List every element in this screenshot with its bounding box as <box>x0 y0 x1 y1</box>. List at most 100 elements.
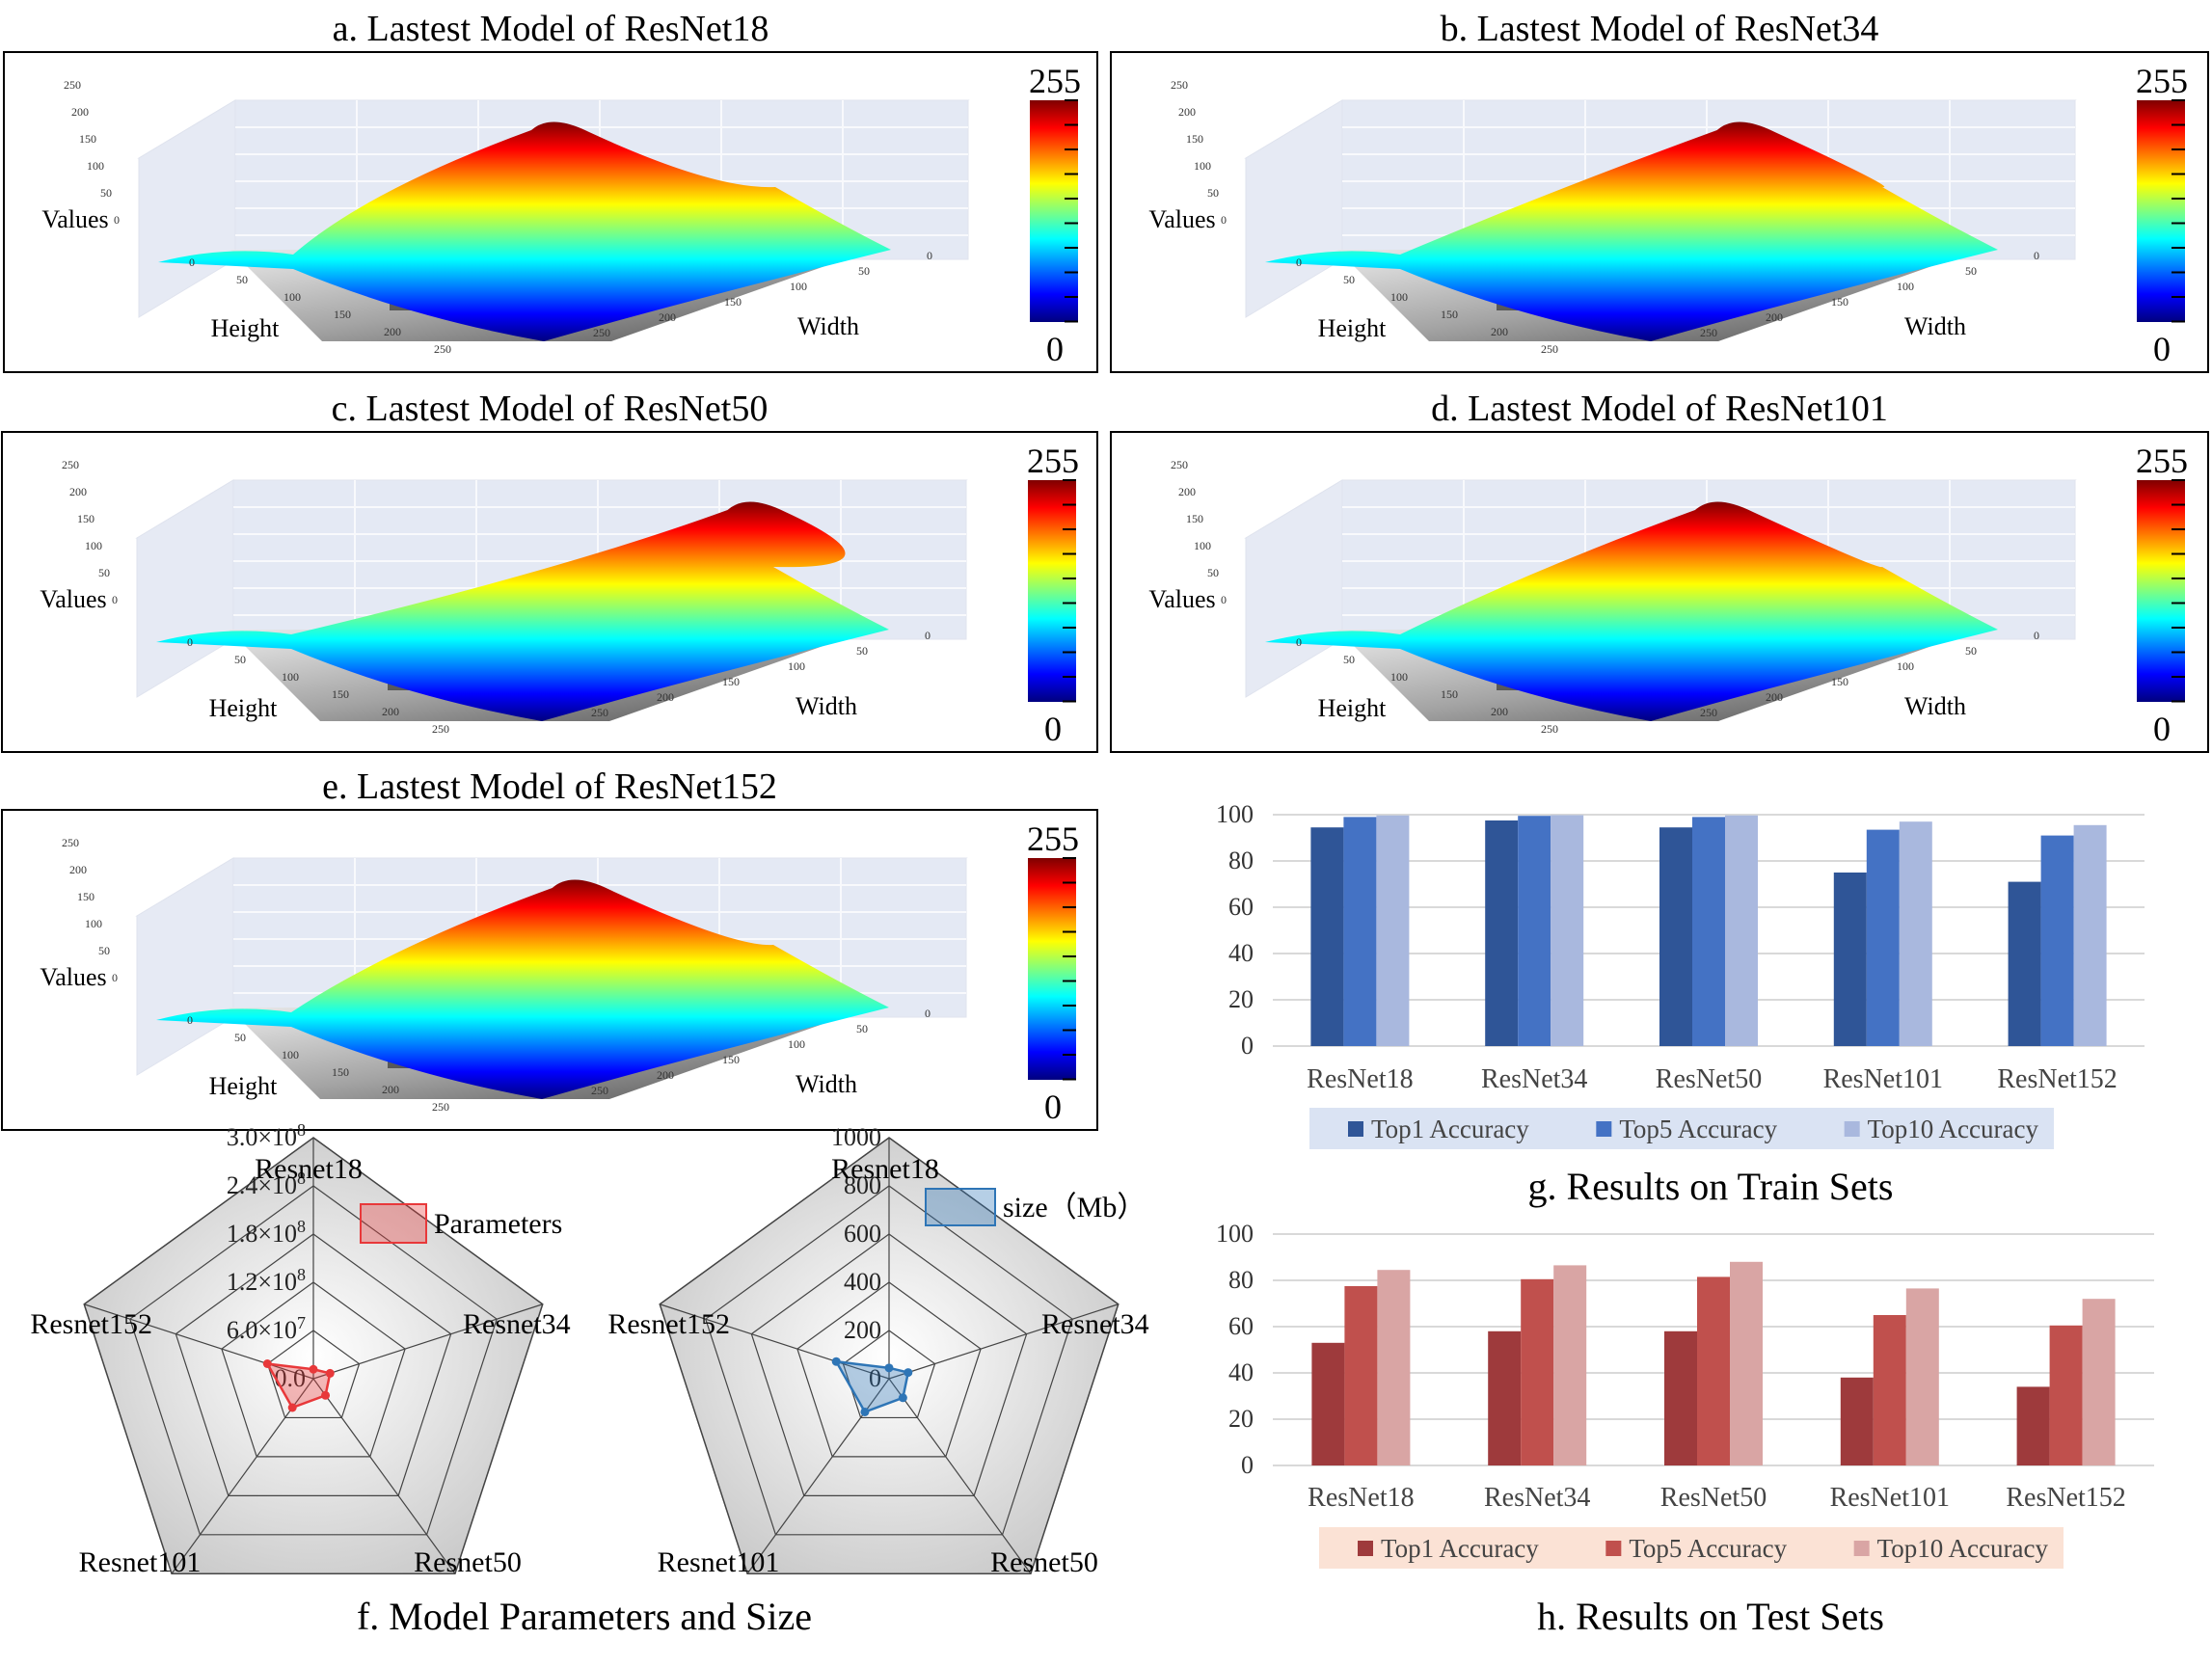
radar-gridline <box>842 1330 936 1419</box>
surface-panel-2: 0501001502002500501001502002500501001502… <box>1110 51 2209 373</box>
width-tick: 0 <box>927 249 932 262</box>
radar-point <box>831 1357 841 1366</box>
y-tick-label: 100 <box>1216 1220 1254 1248</box>
x-tick-label: ResNet101 <box>1830 1483 1950 1513</box>
bar <box>1725 815 1758 1046</box>
radar-axis-label: Resnet50 <box>990 1546 1098 1578</box>
radar-gridline <box>796 1281 982 1458</box>
radar-point <box>325 1368 335 1378</box>
height-tick: 50 <box>1343 273 1355 286</box>
radar-point <box>262 1358 272 1368</box>
width-tick: 200 <box>657 690 674 704</box>
panel-title: b. Lastest Model of ResNet34 <box>1441 9 1879 49</box>
values-tick: 0 <box>112 593 118 606</box>
width-axis-label: Width <box>797 312 859 340</box>
colorbar-max-label: 255 <box>2136 442 2188 480</box>
bar <box>1730 1261 1763 1465</box>
bar <box>1659 827 1692 1046</box>
radar-axis-label: Resnet34 <box>463 1308 571 1340</box>
surface-mesh <box>158 121 891 341</box>
height-tick: 0 <box>1296 255 1302 269</box>
radar-tick-label: 1.8×108 <box>227 1217 306 1248</box>
radar-point <box>904 1368 913 1378</box>
x-tick-label: ResNet50 <box>1656 1064 1762 1094</box>
values-axis-label: Values <box>40 585 106 613</box>
x-tick-label: ResNet152 <box>1997 1064 2117 1094</box>
values-tick: 100 <box>87 159 104 173</box>
width-tick: 250 <box>593 326 610 339</box>
height-tick: 0 <box>1296 635 1302 649</box>
legend-label: Top10 Accuracy <box>1877 1534 2049 1563</box>
radar-gridline <box>750 1233 1028 1496</box>
height-tick: 100 <box>282 670 299 684</box>
colorbar <box>1030 100 1078 322</box>
height-tick: 150 <box>1441 308 1458 321</box>
values-tick: 50 <box>100 186 112 200</box>
radar-axis-label: Resnet18 <box>831 1153 939 1185</box>
height-tick: 150 <box>334 308 351 321</box>
radar-axis-label: Resnet152 <box>607 1308 730 1340</box>
colorbar-max-label: 255 <box>2136 62 2188 100</box>
width-axis-label: Width <box>796 1070 857 1098</box>
x-tick-label: ResNet152 <box>2006 1483 2125 1513</box>
legend-swatch <box>1596 1121 1612 1137</box>
width-tick: 250 <box>1700 706 1717 719</box>
radar-point <box>860 1407 870 1416</box>
values-tick: 200 <box>1178 485 1196 498</box>
height-tick: 250 <box>432 722 449 736</box>
bar <box>1344 1286 1378 1465</box>
width-tick: 150 <box>1831 295 1848 309</box>
width-tick: 200 <box>1766 310 1783 324</box>
height-tick: 50 <box>1343 653 1355 666</box>
values-tick: 0 <box>1221 213 1227 227</box>
height-tick: 250 <box>1541 722 1558 736</box>
bar <box>1833 873 1867 1046</box>
bar <box>1376 815 1410 1046</box>
width-tick: 150 <box>722 675 740 688</box>
legend-label: Top1 Accuracy <box>1381 1534 1539 1563</box>
legend-label: Top5 Accuracy <box>1629 1534 1787 1563</box>
values-tick: 250 <box>1171 78 1188 92</box>
surface-panel-3: 0 50 100 150 200 250 0 50 100 150 200 250 0 50 100 150 2… <box>1 431 1098 753</box>
radar-gridline <box>266 1330 361 1419</box>
legend-label: Top5 Accuracy <box>1619 1115 1777 1143</box>
radar-gridline <box>83 1137 544 1574</box>
width-tick: 100 <box>1897 659 1914 673</box>
colorbar <box>1028 858 1076 1080</box>
values-tick: 0 <box>114 213 120 227</box>
height-tick: 100 <box>1390 290 1408 304</box>
radar-spoke <box>84 1303 314 1380</box>
height-tick: 100 <box>1390 670 1408 684</box>
colorbar-max-label: 255 <box>1027 442 1079 480</box>
values-tick: 150 <box>1186 132 1203 146</box>
height-tick: 100 <box>282 1048 299 1061</box>
radar-legend-swatch <box>925 1188 996 1226</box>
radar-point <box>287 1403 297 1412</box>
surface-panel-1: 0501001502002500501001502002500501001502… <box>3 51 1098 373</box>
radar-point <box>309 1364 318 1374</box>
values-axis-label: Values <box>41 205 108 233</box>
width-tick: 0 <box>2034 249 2039 262</box>
radar-spoke <box>888 1303 1119 1380</box>
bar <box>2073 824 2107 1046</box>
bar <box>1905 1288 1939 1465</box>
width-tick: 100 <box>790 280 807 293</box>
width-tick: 50 <box>1965 264 1977 278</box>
height-axis-label: Height <box>209 694 279 722</box>
radar-gridline <box>659 1137 1119 1574</box>
bar-charts: 0 20 40 60 80 100 ResNet18 ResNet34 ResNet50 ResN… <box>1216 800 2154 1569</box>
height-axis-label: Height <box>1318 314 1388 342</box>
radar-gridline <box>705 1185 1073 1536</box>
bar <box>1697 1276 1730 1465</box>
radar-legend-swatch <box>360 1203 427 1244</box>
radar-tick-label: 400 <box>844 1268 881 1296</box>
bar <box>1485 820 1519 1046</box>
values-tick: 50 <box>98 944 110 957</box>
height-tick: 0 <box>187 1013 193 1027</box>
colorbar <box>2137 100 2185 322</box>
legend-label: Top10 Accuracy <box>1868 1115 2039 1143</box>
colorbar-min-label: 0 <box>2153 330 2171 368</box>
radar-gridline <box>221 1281 406 1458</box>
height-axis-label: Height <box>1318 694 1388 722</box>
